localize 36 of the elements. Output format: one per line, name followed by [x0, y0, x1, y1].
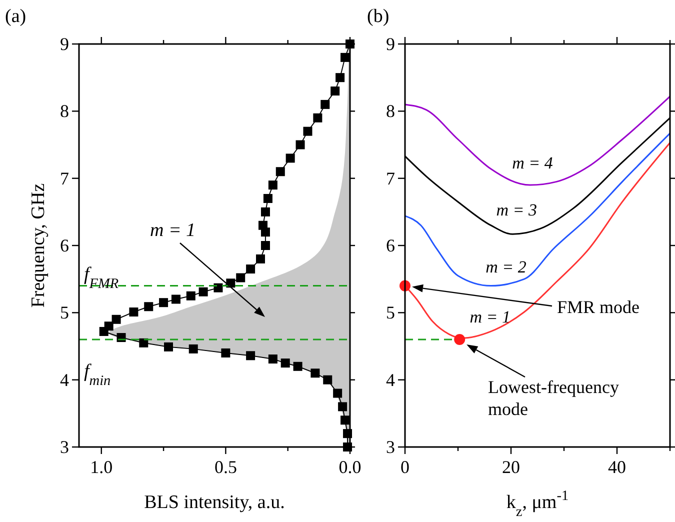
y-tick-label: 6 [386, 236, 395, 256]
y-tick-label: 3 [386, 437, 395, 457]
series-label: m = 2 [486, 257, 527, 276]
y-tick-label: 5 [386, 302, 395, 323]
chart-title: (b) [367, 6, 390, 27]
x-tick-label: 1.0 [90, 457, 113, 477]
annotation: f$_{FMR}$ [84, 264, 119, 292]
y-tick-label: 7 [386, 168, 395, 188]
x-tick-label: 0.5 [214, 457, 237, 477]
chart-title: (a) [5, 6, 26, 27]
y-tick-label: 4 [60, 370, 69, 390]
annotation: Lowest-frequency mode [488, 377, 619, 419]
y-tick-label: 6 [60, 236, 69, 256]
x-tick-label: 20 [502, 457, 520, 477]
series-label: m = 3 [496, 200, 537, 220]
y-axis-title: Frequency, GHz [28, 183, 49, 308]
y-tick-label: 8 [386, 101, 395, 122]
series-label: m = 1 [470, 308, 510, 327]
y-tick-label: 9 [60, 34, 69, 54]
x-tick-label: 0 [400, 457, 410, 477]
y-tick-label: 7 [60, 168, 69, 188]
y-tick-label: 3 [60, 437, 69, 457]
x-axis-title: BLS intensity, a.u. [144, 492, 285, 513]
x-tick-label: 0.0 [338, 457, 362, 477]
annotation: f$_{min}$ [84, 361, 111, 389]
line-series [404, 132, 671, 287]
y-tick-label: 5 [60, 302, 69, 323]
annotation: m = 1 [150, 220, 196, 241]
annotation: FMR mode [557, 297, 640, 317]
y-tick-label: 4 [386, 370, 395, 390]
series-label: m = 4 [512, 153, 554, 172]
y-tick-label: 8 [60, 101, 69, 122]
line-series [404, 96, 671, 186]
y-tick-label: 9 [386, 34, 395, 54]
x-tick-label: 40 [608, 457, 626, 477]
x-axis-title: k$_{z}$, μm$^{-1}$ [506, 488, 569, 520]
